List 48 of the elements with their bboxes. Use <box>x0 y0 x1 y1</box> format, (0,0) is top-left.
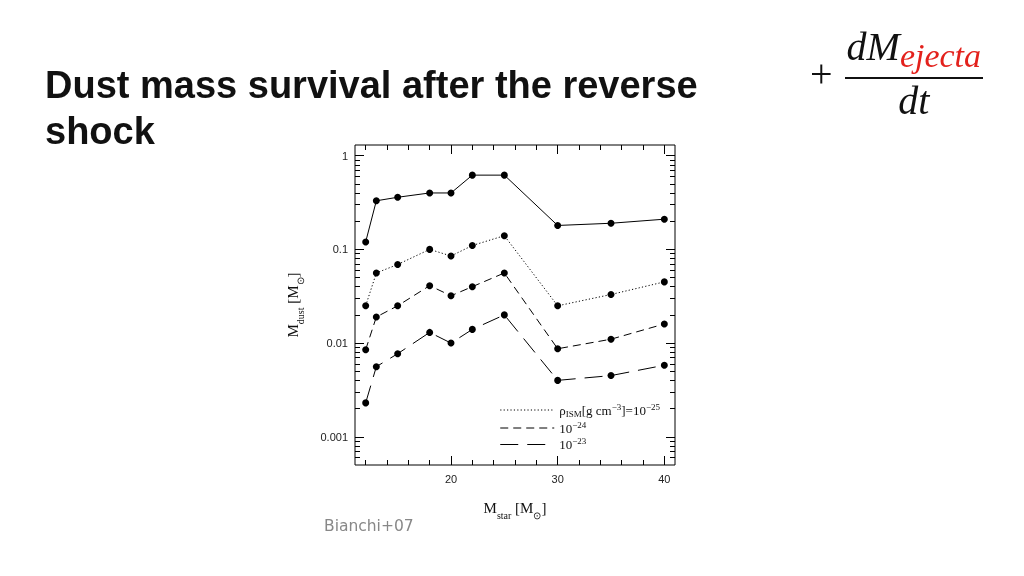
point <box>660 361 668 369</box>
x-tick-label: 30 <box>551 472 564 485</box>
point <box>500 269 508 277</box>
text: + dM$_{ejecta}$ dt <box>810 24 983 123</box>
y-axis-title: Mdust [M⊙] <box>284 272 306 338</box>
y-tick-label: 1 <box>341 149 348 162</box>
chart-title: Dust mass survival after the reverse shock <box>45 64 698 152</box>
point <box>394 193 402 201</box>
point <box>362 302 370 310</box>
point <box>500 171 508 179</box>
point <box>554 345 562 353</box>
point <box>554 302 562 310</box>
point <box>426 245 434 253</box>
point <box>607 291 615 298</box>
point <box>362 346 370 354</box>
point <box>660 215 668 223</box>
point <box>394 302 402 310</box>
x-tick-label: 20 <box>444 472 458 485</box>
x-tick-label: 40 <box>658 472 671 485</box>
point <box>607 335 615 343</box>
point <box>372 363 380 371</box>
y-tick-label: 0.1 <box>332 243 348 256</box>
text: Bianchi+07 <box>324 517 414 535</box>
point <box>660 320 668 328</box>
point <box>554 221 562 229</box>
point <box>362 399 370 407</box>
y-tick-label: 0.001 <box>320 430 348 443</box>
point <box>394 350 402 358</box>
point <box>426 328 434 336</box>
point <box>447 292 455 300</box>
point <box>468 325 476 333</box>
point <box>468 242 476 249</box>
point <box>500 311 508 319</box>
point <box>362 238 370 246</box>
point <box>554 376 562 384</box>
y-tick-label: 0.01 <box>326 337 348 350</box>
point <box>372 313 380 321</box>
point <box>468 283 476 291</box>
point <box>426 189 434 197</box>
point <box>500 232 508 240</box>
point <box>372 269 380 277</box>
point <box>372 197 380 205</box>
point <box>607 219 615 227</box>
point <box>607 372 615 380</box>
point <box>394 260 402 268</box>
point <box>660 278 668 286</box>
point <box>426 282 434 290</box>
point <box>468 171 476 179</box>
